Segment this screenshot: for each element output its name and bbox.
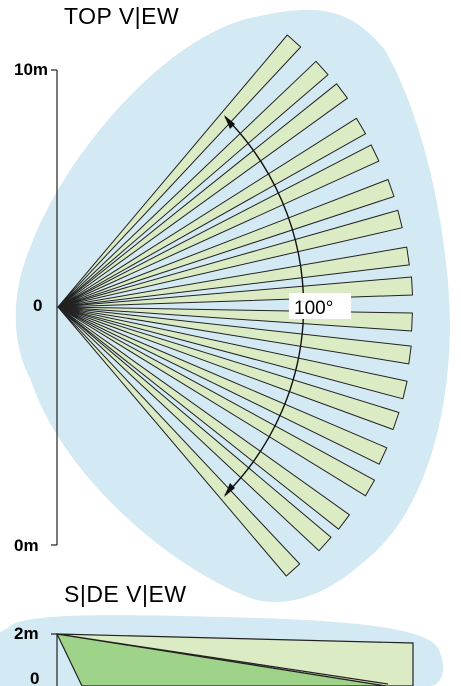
top-view-zone	[57, 246, 410, 308]
top-view-zone	[57, 209, 403, 308]
top-view-label-10m: 10m	[14, 60, 48, 79]
top-view-zone	[57, 34, 302, 308]
side-view-beam-line	[56, 633, 389, 685]
top-view-zone	[57, 306, 301, 577]
top-view-angle-arrow-down	[224, 483, 235, 497]
side-view-title: S|DE V|EW	[64, 581, 187, 607]
top-view-zone	[57, 83, 348, 308]
top-view-title: TOP V|EW	[64, 3, 179, 29]
top-view-zone	[57, 306, 388, 465]
top-view-label-0m: 0m	[14, 536, 39, 555]
top-view-label-0: 0	[33, 296, 42, 315]
top-view-zone	[57, 276, 413, 308]
top-view-zone	[57, 306, 408, 400]
top-view-zone	[57, 144, 380, 308]
top-view-zone	[57, 306, 375, 497]
top-view-angle-label-bg	[289, 293, 351, 319]
top-view-angle-label: 100°	[294, 298, 333, 319]
top-view-zone	[57, 306, 332, 552]
top-view-zone	[57, 306, 412, 365]
top-view-zone	[57, 60, 329, 308]
top-view-coverage-area	[15, 9, 451, 602]
side-view-label-0: 0	[30, 669, 39, 686]
top-view-zone	[57, 306, 350, 530]
top-view-detection-zones	[57, 34, 413, 577]
side-view-label-2m: 2m	[14, 624, 39, 643]
top-view-zone	[57, 306, 400, 430]
top-view-zone	[57, 117, 367, 308]
top-view-zone	[57, 179, 395, 308]
top-view-angle-arrow-up	[224, 115, 235, 129]
